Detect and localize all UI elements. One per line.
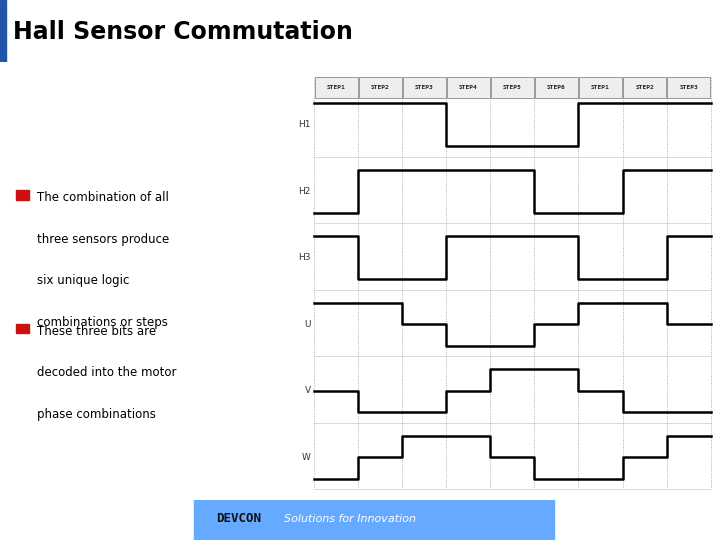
Text: phase combinations: phase combinations [37,408,156,421]
Text: STEP1: STEP1 [591,85,610,90]
Bar [667,77,710,98]
Bar [535,77,578,98]
Text: STEP4: STEP4 [459,85,478,90]
Text: STEP3: STEP3 [415,85,433,90]
Bar [402,77,446,98]
Text: electronics marketing: electronics marketing [615,531,691,537]
Text: These three bits are: These three bits are [37,325,156,338]
Text: STEP3: STEP3 [679,85,698,90]
Text: three sensors produce: three sensors produce [37,233,170,246]
Text: U: U [304,320,311,329]
Text: combinations or steps: combinations or steps [37,316,168,329]
Text: The combination of all: The combination of all [37,191,169,204]
Text: 17: 17 [14,513,34,526]
Text: six unique logic: six unique logic [37,274,130,287]
Bar [491,77,534,98]
Text: Solutions for Innovation: Solutions for Innovation [284,514,416,524]
Text: STEP5: STEP5 [503,85,522,90]
Text: Hall Sensor Commutation: Hall Sensor Commutation [13,21,353,44]
Text: DEVCON: DEVCON [216,512,261,525]
Bar [579,77,622,98]
Bar [447,77,490,98]
Text: AVNET: AVNET [645,512,691,525]
Bar [623,77,666,98]
Text: H1: H1 [298,120,311,129]
Text: V: V [305,386,311,395]
Text: H3: H3 [298,253,311,262]
Text: STEP2: STEP2 [371,85,390,90]
Text: decoded into the motor: decoded into the motor [37,366,177,379]
Bar [0,0,6,62]
Text: W: W [302,453,311,462]
Bar [315,77,358,98]
Bar [16,324,29,333]
Text: STEP1: STEP1 [327,85,346,90]
Text: STEP6: STEP6 [547,85,566,90]
Bar [359,77,402,98]
Text: H2: H2 [298,187,311,196]
Bar [16,191,29,200]
Text: STEP2: STEP2 [635,85,654,90]
Bar [194,500,554,540]
